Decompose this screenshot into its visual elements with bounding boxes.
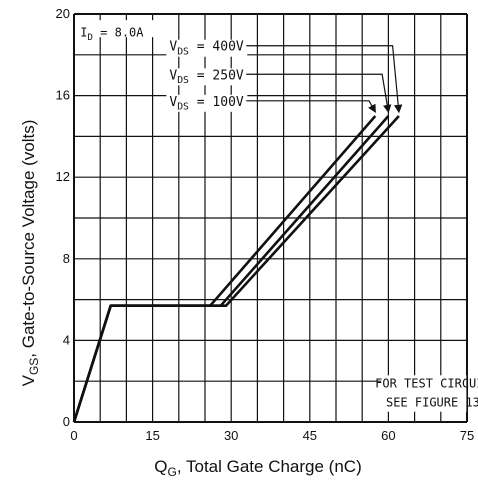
annotations: VDS = 400V VDS = 250V VDS = 100V ID = 8.0A F… [79,20,478,412]
legend-label: VDS = 400V [169,40,244,58]
legend-arrow [246,45,403,114]
legend-label: VDS = 250V [169,68,244,86]
y-tick-label: 20 [56,6,70,21]
condition-label-bg [79,20,166,38]
series-line [72,115,400,423]
y-axis-label: VGS, Gate-to-Source Voltage (volts) [19,120,41,387]
y-tick-label: 12 [56,169,70,184]
y-tick-label: 0 [63,414,70,429]
test-circuit-note: SEE FIGURE 13 [386,396,478,410]
test-circuit-note: FOR TEST CIRCUIT [375,376,478,390]
x-tick-label: 60 [381,428,395,443]
grid [73,13,468,423]
legend-label-bg [166,39,248,57]
y-tick-label: 8 [63,251,70,266]
legend-label-bg [166,94,248,112]
y-tick-label: 4 [63,332,70,347]
y-tick-label: 16 [56,88,70,103]
x-tick-label: 75 [460,428,474,443]
tick-labels: 0 15 30 45 60 75 0 4 8 12 16 20 [56,6,475,443]
x-tick-label: 30 [224,428,238,443]
legend-label-bg [166,68,248,86]
series-group [72,115,400,423]
condition-label: ID = 8.0A [80,25,144,43]
series-line [72,115,377,423]
legend-arrow [246,73,392,114]
x-tick-label: 15 [145,428,159,443]
legend-arrow [246,100,376,114]
legend-label: VDS = 100V [169,95,244,113]
note-bg [381,375,467,412]
x-tick-label: 0 [70,428,77,443]
x-tick-label: 45 [303,428,317,443]
x-axis-label: QG, Total Gate Charge (nC) [154,457,361,479]
